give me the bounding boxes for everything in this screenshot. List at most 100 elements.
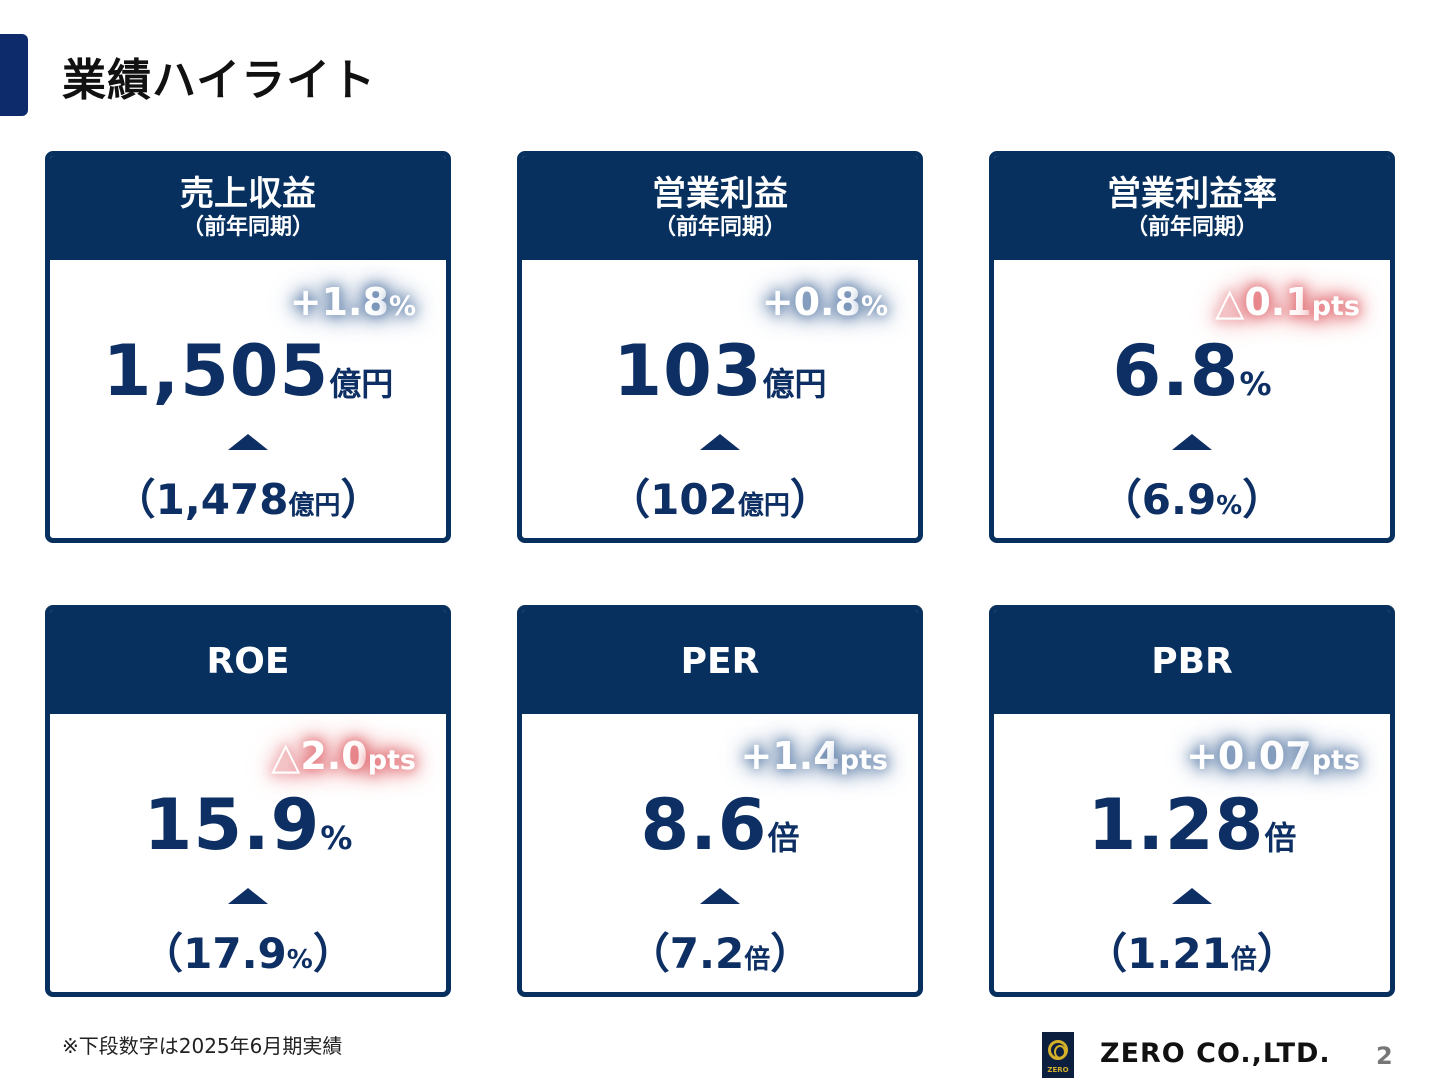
current-number: 15.9 (143, 784, 321, 866)
paren-open: （ (141, 929, 184, 978)
card-body: △2.0pts 15.9% （17.9%） (50, 714, 446, 992)
paren-close: ） (1242, 475, 1285, 524)
change-badge: △2.0pts (269, 734, 418, 778)
current-value: 1.28倍 (994, 784, 1390, 866)
previous-number: 1.21 (1127, 929, 1231, 978)
kpi-card-revenue: 売上収益 （前年同期） +1.8% 1,505億円 （1,478億円） (45, 151, 451, 543)
company-logo-icon: ZERO (1042, 1032, 1074, 1078)
paren-open: （ (608, 475, 651, 524)
kpi-card-operating-profit: 営業利益 （前年同期） +0.8% 103億円 （102億円） (517, 151, 923, 543)
kpi-card-roe: ROE △2.0pts 15.9% （17.9%） (45, 605, 451, 997)
previous-value: （1,478億円） (50, 466, 446, 527)
current-value: 103億円 (522, 330, 918, 412)
change-value: +1.4 (740, 734, 840, 778)
previous-unit: 倍 (1230, 945, 1257, 975)
previous-value: （17.9%） (50, 920, 446, 981)
current-unit: 億円 (329, 365, 394, 403)
current-value: 1,505億円 (50, 330, 446, 412)
kpi-card-per: PER +1.4pts 8.6倍 （7.2倍） (517, 605, 923, 997)
card-body: +0.07pts 1.28倍 （1.21倍） (994, 714, 1390, 992)
previous-unit: % (1216, 491, 1243, 521)
card-title: PER (680, 641, 760, 682)
paren-open: （ (627, 929, 670, 978)
up-triangle-icon (1172, 434, 1212, 450)
card-header: 売上収益 （前年同期） (50, 156, 446, 260)
current-number: 6.8 (1112, 330, 1240, 412)
page-number: 2 (1376, 1042, 1393, 1070)
previous-value: （6.9%） (994, 466, 1390, 527)
card-title: PBR (1151, 641, 1233, 682)
current-number: 103 (613, 330, 763, 412)
change-unit: % (388, 291, 416, 322)
previous-unit: 億円 (288, 491, 341, 521)
paren-close: ） (1256, 929, 1299, 978)
change-badge: △0.1pts (1213, 280, 1362, 324)
card-body: +1.8% 1,505億円 （1,478億円） (50, 260, 446, 538)
paren-open: （ (1099, 475, 1142, 524)
card-header: PBR (994, 610, 1390, 714)
previous-value: （7.2倍） (522, 920, 918, 981)
paren-open: （ (113, 475, 156, 524)
card-title: ROE (206, 641, 290, 682)
current-unit: % (320, 819, 353, 857)
paren-close: ） (789, 475, 832, 524)
logo-ring (1048, 1040, 1068, 1060)
card-subtitle: （前年同期） (1125, 215, 1258, 240)
current-number: 1.28 (1087, 784, 1265, 866)
change-value: △2.0 (271, 734, 368, 778)
previous-unit: 億円 (737, 491, 790, 521)
previous-value: （1.21倍） (994, 920, 1390, 981)
previous-unit: 倍 (744, 945, 771, 975)
card-title: 売上収益 (180, 174, 316, 214)
title-accent-bar (0, 34, 28, 116)
card-body: △0.1pts 6.8% （6.9%） (994, 260, 1390, 538)
previous-number: 7.2 (669, 929, 745, 978)
previous-unit: % (286, 945, 313, 975)
logo-text: ZERO (1047, 1066, 1069, 1074)
change-unit: pts (839, 745, 888, 776)
up-triangle-icon (700, 434, 740, 450)
change-unit: pts (1311, 291, 1360, 322)
change-badge: +0.8% (760, 280, 890, 324)
paren-close: ） (770, 929, 813, 978)
card-header: 営業利益率 （前年同期） (994, 156, 1390, 260)
card-subtitle: （前年同期） (181, 215, 314, 240)
up-triangle-icon (228, 888, 268, 904)
card-header: ROE (50, 610, 446, 714)
card-title: 営業利益 (652, 174, 788, 214)
change-value: +0.8 (761, 280, 861, 324)
up-triangle-icon (700, 888, 740, 904)
card-body: +0.8% 103億円 （102億円） (522, 260, 918, 538)
paren-close: ） (312, 929, 355, 978)
current-unit: 億円 (762, 365, 827, 403)
previous-number: 1,478 (155, 475, 289, 524)
previous-number: 6.9 (1141, 475, 1217, 524)
current-value: 15.9% (50, 784, 446, 866)
paren-close: ） (340, 475, 383, 524)
card-title: 営業利益率 (1107, 174, 1277, 214)
current-unit: 倍 (1264, 819, 1297, 857)
up-triangle-icon (228, 434, 268, 450)
current-number: 1,505 (102, 330, 330, 412)
change-badge: +1.8% (288, 280, 418, 324)
change-value: +0.07 (1186, 734, 1312, 778)
paren-open: （ (1085, 929, 1128, 978)
previous-number: 17.9 (183, 929, 287, 978)
card-body: +1.4pts 8.6倍 （7.2倍） (522, 714, 918, 992)
change-badge: +1.4pts (739, 734, 890, 778)
card-header: 営業利益 （前年同期） (522, 156, 918, 260)
change-unit: % (860, 291, 888, 322)
kpi-card-operating-margin: 営業利益率 （前年同期） △0.1pts 6.8% （6.9%） (989, 151, 1395, 543)
change-value: △0.1 (1215, 280, 1312, 324)
footnote: ※下段数字は2025年6月期実績 (62, 1034, 343, 1058)
previous-number: 102 (650, 475, 738, 524)
page-title: 業績ハイライト (62, 55, 377, 106)
change-unit: pts (367, 745, 416, 776)
current-value: 6.8% (994, 330, 1390, 412)
up-triangle-icon (1172, 888, 1212, 904)
card-header: PER (522, 610, 918, 714)
card-subtitle: （前年同期） (653, 215, 786, 240)
current-unit: 倍 (767, 819, 800, 857)
previous-value: （102億円） (522, 466, 918, 527)
current-value: 8.6倍 (522, 784, 918, 866)
